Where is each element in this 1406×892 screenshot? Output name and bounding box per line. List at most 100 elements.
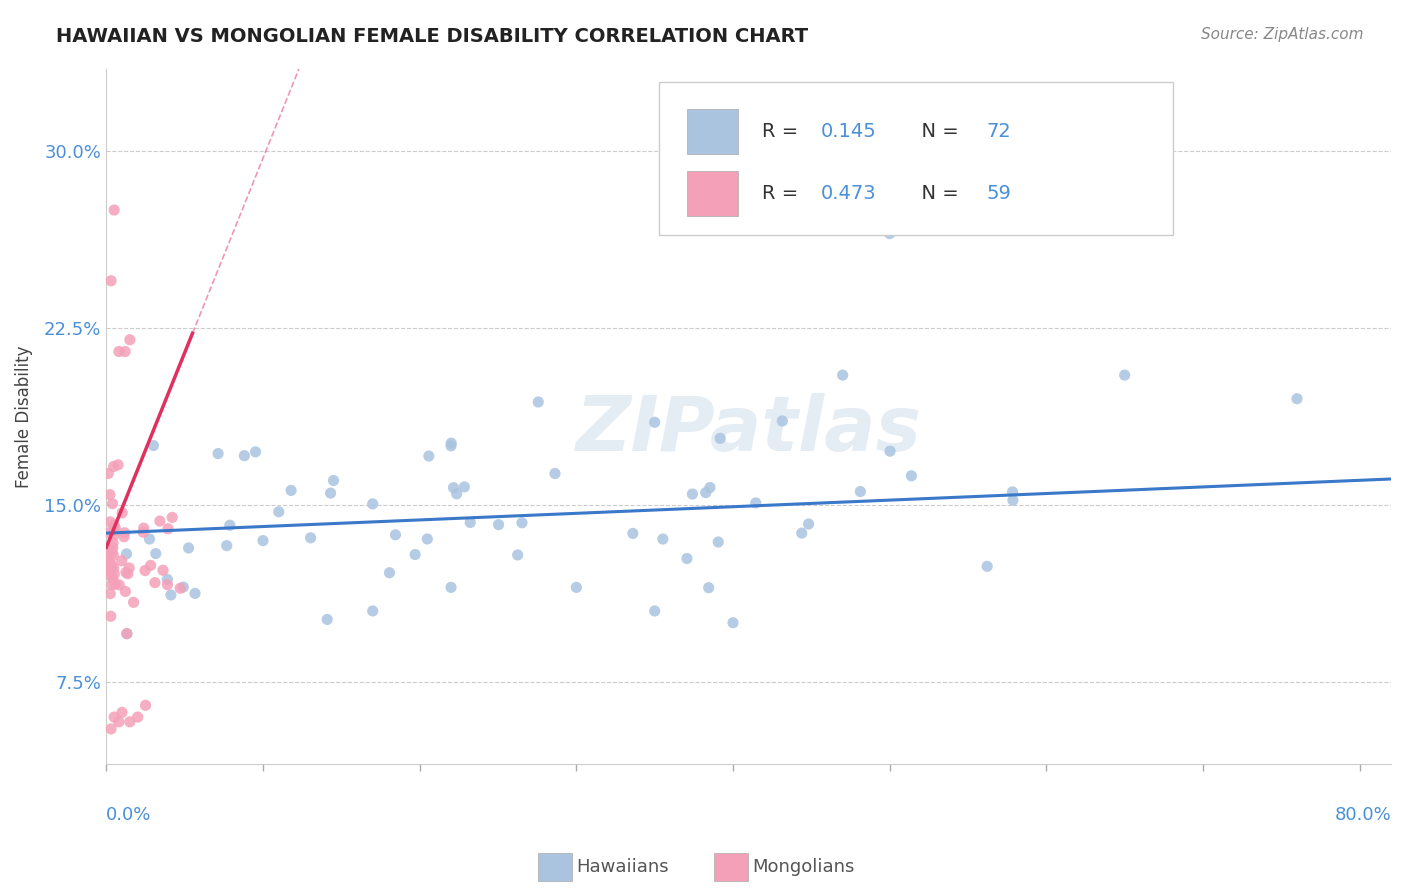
Point bbox=[319, 486, 342, 500]
Point bbox=[127, 710, 149, 724]
Point bbox=[97, 467, 120, 481]
Point bbox=[142, 438, 165, 452]
Point bbox=[280, 483, 302, 498]
Point bbox=[458, 516, 481, 530]
Point bbox=[453, 480, 475, 494]
Point bbox=[443, 481, 465, 495]
Point bbox=[103, 202, 125, 217]
Text: 0.0%: 0.0% bbox=[107, 806, 152, 824]
Point bbox=[544, 467, 567, 481]
Point bbox=[440, 436, 463, 450]
Point bbox=[104, 577, 127, 591]
Point bbox=[114, 584, 136, 599]
Point bbox=[510, 516, 533, 530]
Point bbox=[97, 525, 120, 540]
Point bbox=[103, 549, 125, 563]
Point bbox=[114, 525, 136, 540]
Point bbox=[709, 431, 731, 445]
Point bbox=[207, 447, 229, 461]
Text: Source: ZipAtlas.com: Source: ZipAtlas.com bbox=[1201, 27, 1364, 42]
Point bbox=[107, 458, 129, 472]
Point bbox=[879, 444, 901, 458]
Point bbox=[103, 567, 125, 582]
Point bbox=[446, 487, 468, 501]
Text: 0.145: 0.145 bbox=[821, 121, 876, 141]
Text: 80.0%: 80.0% bbox=[1334, 806, 1391, 824]
Point bbox=[101, 497, 124, 511]
Point bbox=[831, 368, 853, 383]
Point bbox=[115, 566, 138, 580]
Point bbox=[644, 604, 666, 618]
Text: 59: 59 bbox=[987, 185, 1011, 203]
Point bbox=[101, 558, 124, 573]
Point bbox=[440, 581, 463, 595]
Point bbox=[527, 395, 550, 409]
Point bbox=[707, 535, 730, 549]
Point bbox=[156, 577, 179, 591]
Point bbox=[644, 415, 666, 429]
Point bbox=[103, 523, 125, 537]
Point bbox=[100, 609, 122, 624]
Point bbox=[169, 581, 191, 595]
Point bbox=[117, 566, 139, 581]
Point bbox=[745, 496, 768, 510]
Point bbox=[98, 488, 121, 502]
Point bbox=[418, 449, 440, 463]
Point bbox=[97, 558, 120, 573]
Point bbox=[252, 533, 274, 548]
Point bbox=[245, 445, 267, 459]
Text: N =: N = bbox=[910, 121, 966, 141]
Point bbox=[139, 558, 162, 573]
Point bbox=[111, 506, 134, 520]
Point bbox=[440, 439, 463, 453]
Point bbox=[699, 481, 721, 495]
Point bbox=[101, 535, 124, 549]
Point bbox=[404, 548, 426, 562]
Text: Mongolians: Mongolians bbox=[752, 858, 855, 876]
Point bbox=[488, 517, 510, 532]
Point bbox=[103, 528, 125, 542]
Point bbox=[98, 559, 121, 574]
Point bbox=[218, 518, 240, 533]
Point bbox=[134, 564, 156, 578]
Point bbox=[900, 468, 922, 483]
Point bbox=[1114, 368, 1136, 383]
Text: ZIPatlas: ZIPatlas bbox=[575, 393, 922, 467]
Point bbox=[770, 414, 793, 428]
Point bbox=[100, 274, 122, 288]
Point bbox=[790, 526, 813, 541]
Point bbox=[416, 532, 439, 546]
Point bbox=[160, 510, 183, 524]
Point bbox=[101, 541, 124, 555]
Point bbox=[100, 577, 122, 591]
Point bbox=[112, 530, 135, 544]
Point bbox=[103, 517, 125, 532]
Point bbox=[215, 539, 238, 553]
Point bbox=[172, 580, 194, 594]
Point bbox=[100, 722, 122, 736]
Point bbox=[145, 547, 167, 561]
Point bbox=[98, 586, 121, 600]
Point bbox=[103, 710, 125, 724]
Point bbox=[108, 578, 131, 592]
Point bbox=[108, 714, 131, 729]
Point bbox=[184, 586, 207, 600]
Point bbox=[108, 344, 131, 359]
Point bbox=[1001, 493, 1024, 508]
Point bbox=[98, 564, 121, 578]
Point bbox=[797, 516, 820, 531]
FancyBboxPatch shape bbox=[659, 82, 1173, 235]
Point bbox=[152, 563, 174, 577]
Point bbox=[118, 333, 141, 347]
Point bbox=[721, 615, 744, 630]
Point bbox=[565, 581, 588, 595]
Point bbox=[361, 497, 384, 511]
Point bbox=[143, 575, 166, 590]
Text: R =: R = bbox=[762, 121, 804, 141]
Point bbox=[156, 573, 179, 587]
Point bbox=[676, 551, 699, 566]
Point bbox=[101, 545, 124, 559]
Point bbox=[695, 485, 717, 500]
Point bbox=[111, 706, 134, 720]
Point bbox=[101, 571, 124, 585]
